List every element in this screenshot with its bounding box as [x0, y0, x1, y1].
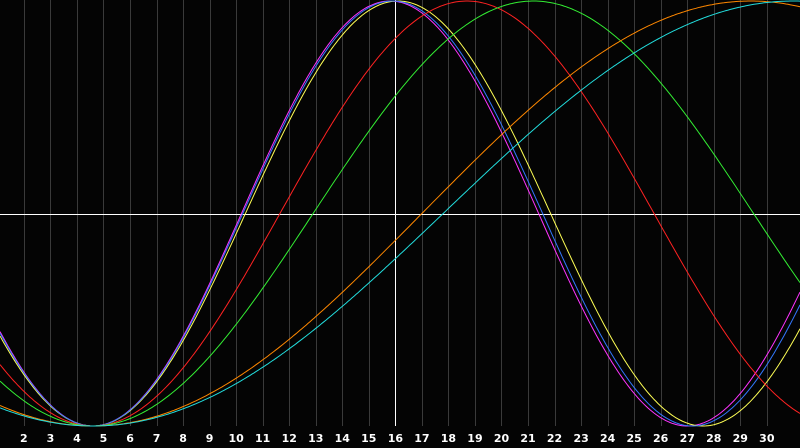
- chart-lines: [0, 0, 800, 427]
- x-tick-label-26: 26: [653, 432, 669, 445]
- series-line-6: [0, 0, 800, 427]
- x-tick-label-17: 17: [414, 432, 429, 445]
- x-tick-label-24: 24: [600, 432, 616, 445]
- x-tick-label-9: 9: [206, 432, 214, 445]
- x-tick-label-2: 2: [20, 432, 28, 445]
- x-tick-label-25: 25: [627, 432, 642, 445]
- x-tick-label-8: 8: [179, 432, 187, 445]
- x-tick-label-27: 27: [680, 432, 695, 445]
- x-tick-label-19: 19: [467, 432, 482, 445]
- x-tick-label-5: 5: [100, 432, 108, 445]
- x-tick-label-23: 23: [573, 432, 588, 445]
- x-tick-label-11: 11: [255, 432, 270, 445]
- x-tick-label-6: 6: [126, 432, 134, 445]
- series-line-4: [0, 0, 800, 427]
- x-axis-ticks: 2 3 4 5 6 7 8 9 10 11 12 13 14 15 16 17 18 19 20 21 22 23 24 25…: [20, 432, 775, 445]
- x-tick-label-30: 30: [759, 432, 775, 445]
- series-line-5: [0, 0, 800, 427]
- x-tick-label-14: 14: [335, 432, 351, 445]
- x-tick-label-18: 18: [441, 432, 456, 445]
- series-line-1: [0, 0, 800, 427]
- series-line-2: [0, 0, 800, 427]
- x-tick-label-4: 4: [73, 432, 81, 445]
- x-tick-label-16: 16: [388, 432, 404, 445]
- x-tick-label-7: 7: [153, 432, 161, 445]
- x-tick-label-22: 22: [547, 432, 562, 445]
- x-tick-label-20: 20: [494, 432, 510, 445]
- x-tick-label-3: 3: [47, 432, 55, 445]
- x-tick-label-10: 10: [228, 432, 244, 445]
- series-line-7: [0, 0, 800, 427]
- x-tick-label-13: 13: [308, 432, 323, 445]
- x-tick-label-28: 28: [706, 432, 721, 445]
- x-tick-label-12: 12: [282, 432, 297, 445]
- series-line-3: [0, 0, 800, 427]
- chart-crosshair: [0, 0, 800, 426]
- x-tick-label-15: 15: [361, 432, 376, 445]
- x-tick-label-29: 29: [733, 432, 748, 445]
- x-tick-label-21: 21: [520, 432, 535, 445]
